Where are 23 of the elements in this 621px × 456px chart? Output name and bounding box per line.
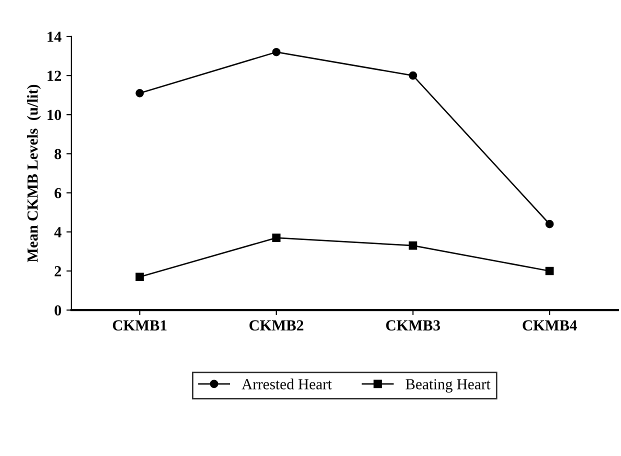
x-tick-label: CKMB3: [386, 320, 440, 331]
point: [408, 241, 418, 250]
x-tick-label: CKMB2: [250, 320, 304, 331]
legend-label: Beating Heart: [406, 379, 490, 393]
point: [408, 71, 418, 80]
y-tick-label: 8: [54, 148, 62, 160]
y-tick-label: 10: [48, 110, 62, 120]
point: [545, 220, 554, 228]
y-axis-title: Mean CKMB Levels (u/lit): [27, 84, 41, 262]
point: [545, 266, 554, 276]
y-tick-label: 14: [48, 32, 62, 42]
y-tick-label: 12: [48, 70, 62, 81]
y-tick-label: 4: [54, 227, 62, 238]
y-tick-label: 0: [54, 305, 62, 316]
point: [136, 88, 144, 98]
point: [272, 48, 281, 56]
x-tick-label: CKMB1: [112, 320, 167, 331]
legend-label: Arrested Heart: [242, 378, 332, 390]
y-tick-label: 6: [54, 188, 62, 198]
x-tick-label: CKMB4: [522, 320, 577, 331]
y-tick-label: 2: [54, 266, 62, 276]
point: [136, 272, 144, 282]
point: [272, 234, 281, 242]
